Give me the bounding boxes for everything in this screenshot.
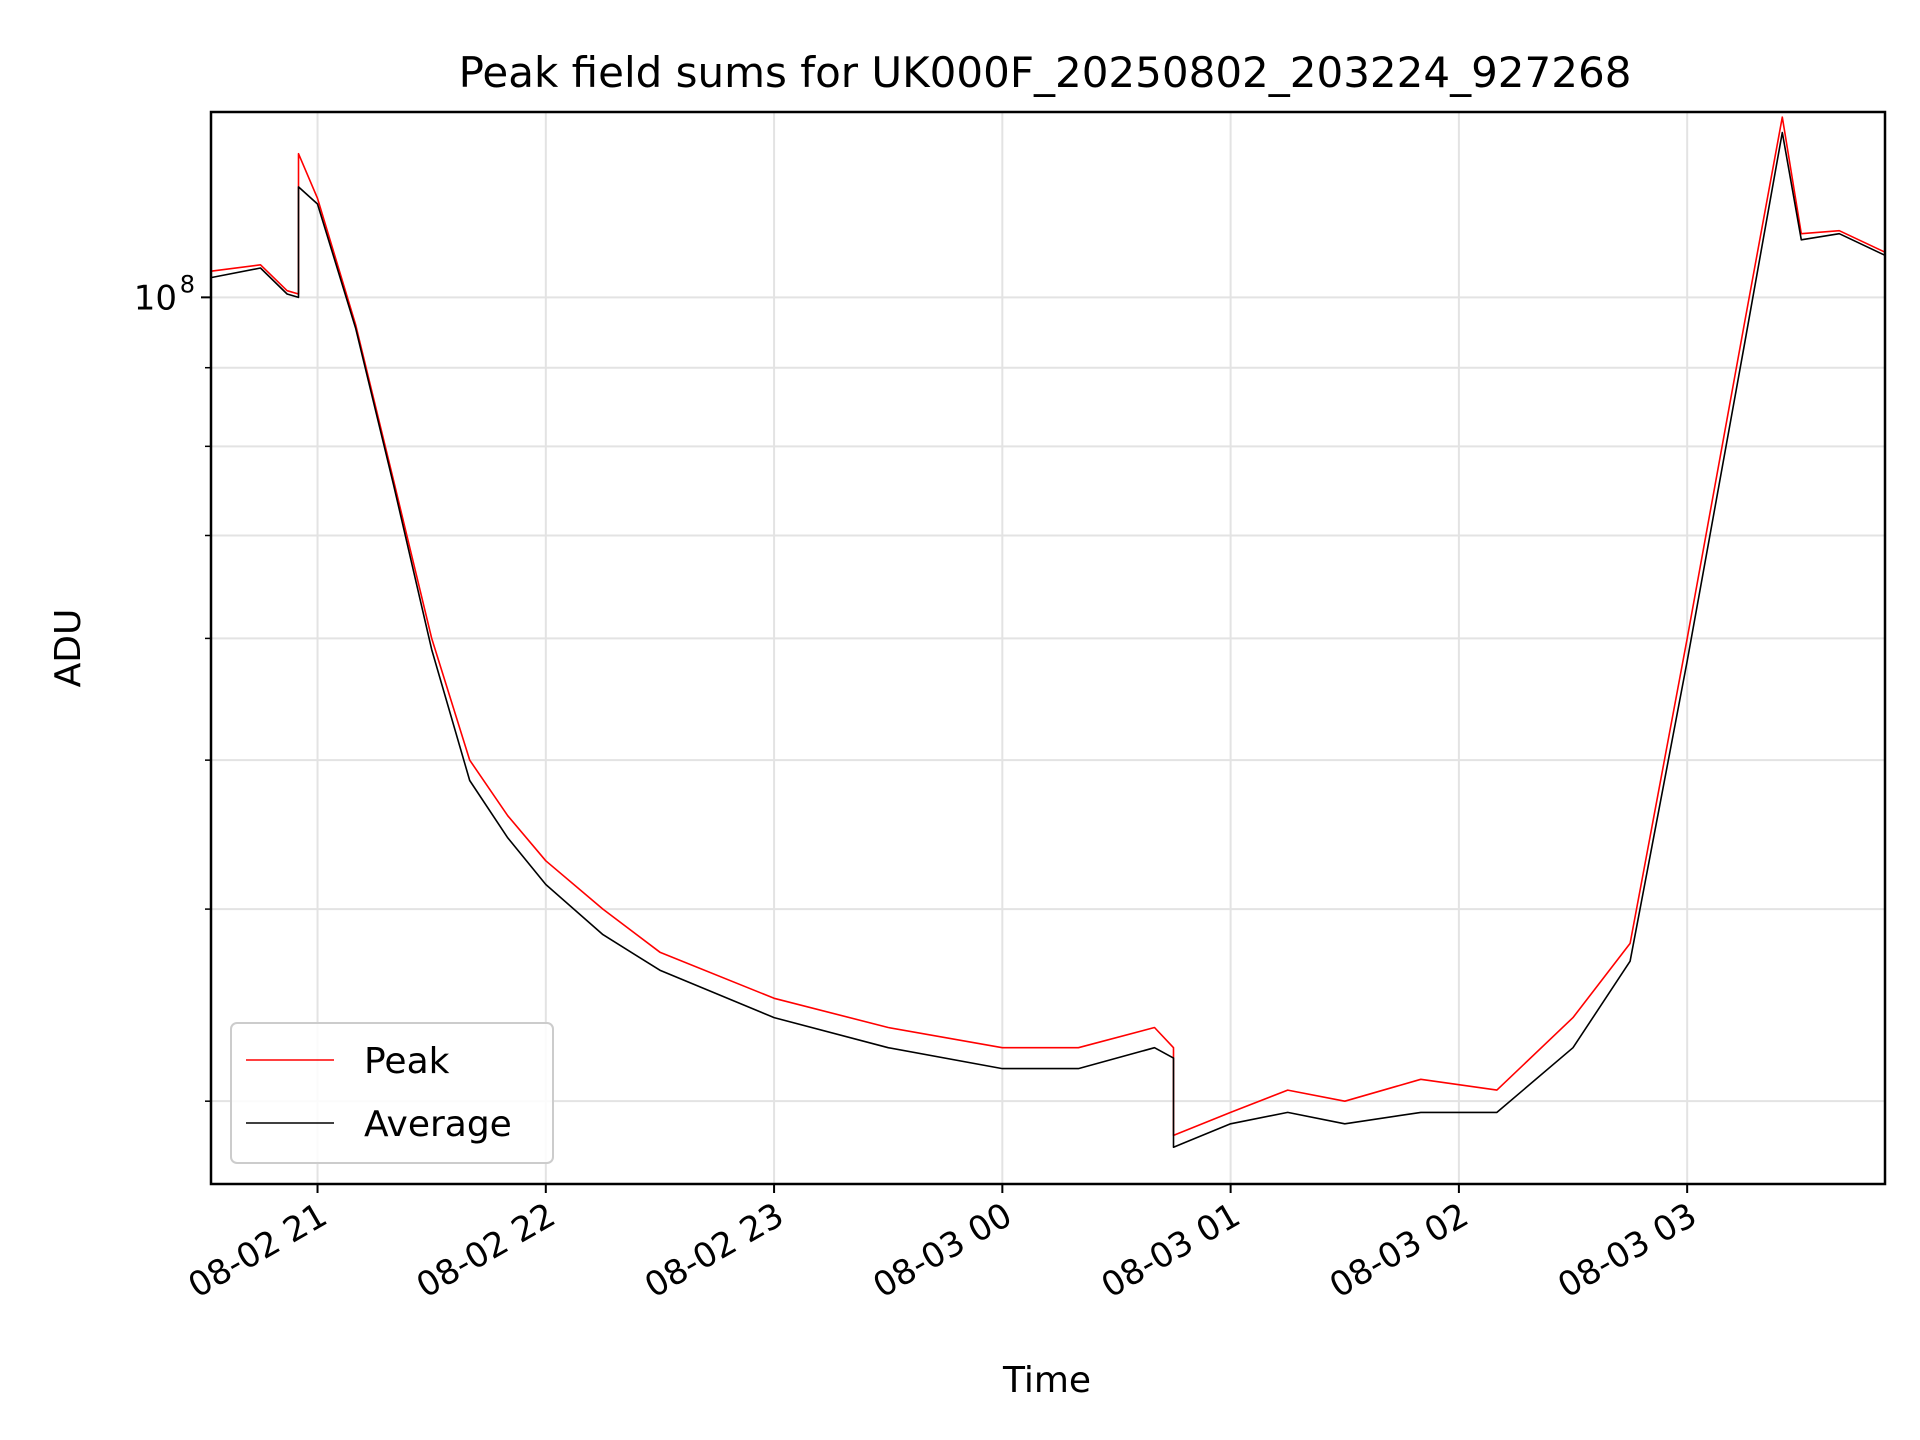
legend: Peak Average — [230, 1022, 554, 1164]
series-layer — [210, 116, 1886, 1148]
y-axis-label: ADU — [48, 609, 89, 688]
y-tick-label-exponent: 8 — [180, 270, 195, 298]
y-axis: 10 8 — [134, 270, 211, 1102]
plot-frame — [209, 110, 1887, 1186]
legend-box — [230, 1022, 554, 1164]
chart-title: Peak field sums for UK000F_20250802_2032… — [459, 48, 1632, 97]
x-axis-label: Time — [1002, 1360, 1091, 1401]
series-line-average — [210, 131, 1886, 1148]
legend-label-average: Average — [364, 1104, 512, 1145]
legend-label-peak: Peak — [364, 1041, 450, 1082]
series-line-peak — [210, 116, 1886, 1137]
y-tick-label: 10 — [134, 278, 177, 318]
